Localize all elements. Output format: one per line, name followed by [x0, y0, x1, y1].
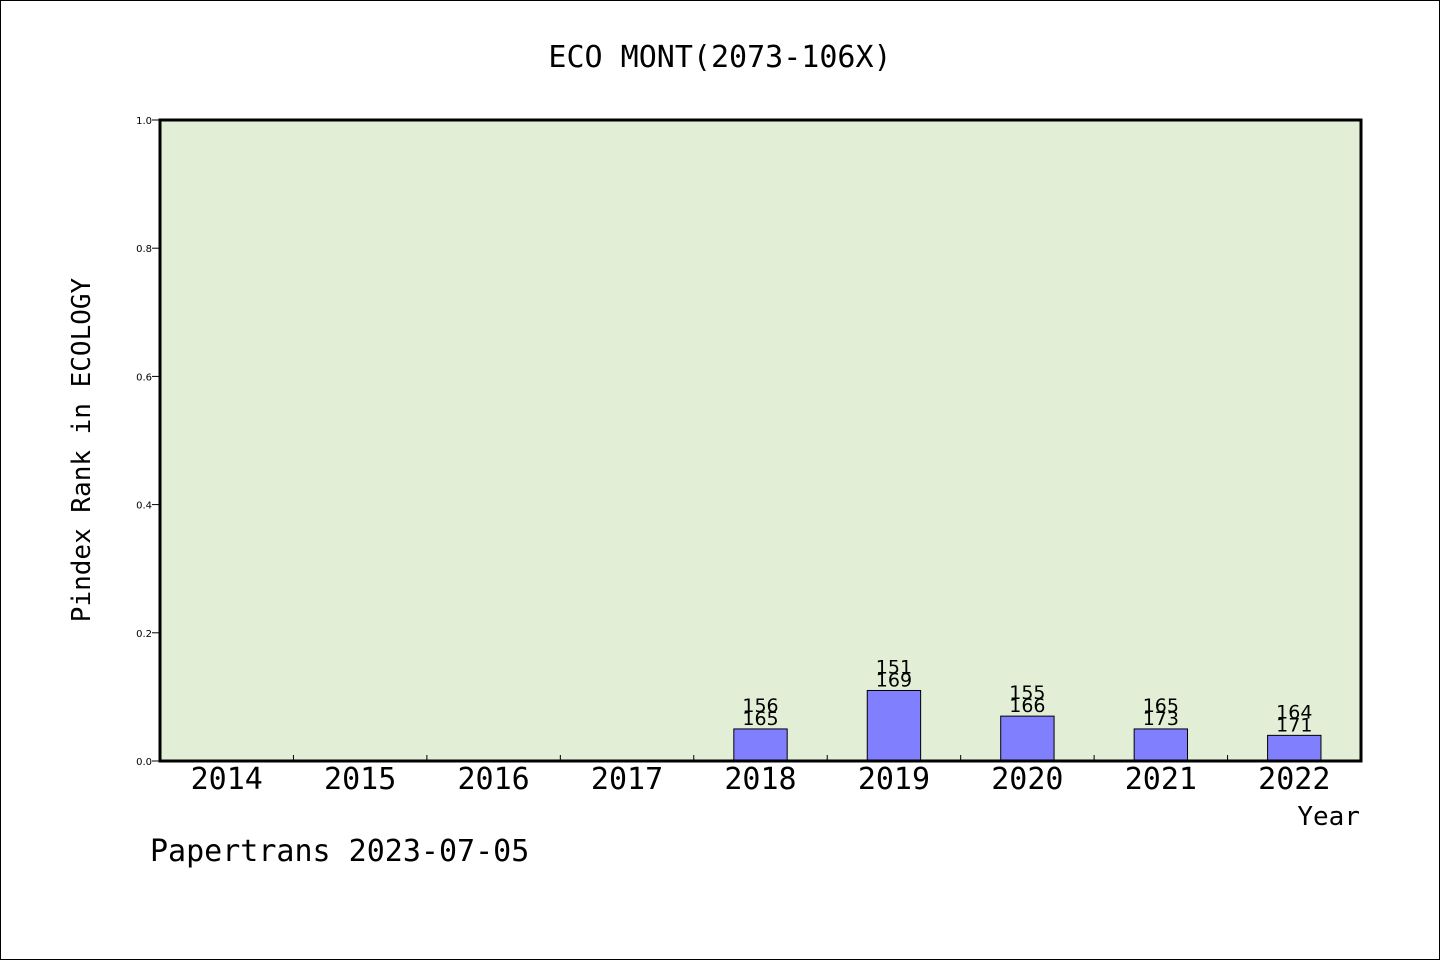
plot-area — [158, 118, 1363, 763]
y-tick-label: 0.4 — [136, 501, 152, 512]
y-tick-label: 0.2 — [136, 629, 152, 640]
y-tick-label: 0.0 — [136, 757, 152, 768]
x-axis: 2014 2015 2016 2017 2018 2019 2020 2021 2022 — [191, 755, 1330, 797]
y-tick-label: 0.8 — [136, 244, 152, 255]
y-axis-label: Pindex Rank in ECOLOGY — [67, 277, 97, 622]
bar — [733, 728, 788, 762]
bar-label-bottom: 165 — [742, 708, 778, 730]
bar — [1133, 728, 1189, 762]
bar-label-bottom: 169 — [876, 669, 912, 691]
x-tick-label: 2017 — [591, 762, 663, 797]
bar-label-bottom: 171 — [1276, 714, 1312, 736]
bar — [866, 689, 922, 762]
bar — [1267, 734, 1322, 762]
x-axis-label: Year — [1297, 802, 1360, 832]
bar-label-bottom: 173 — [1143, 708, 1179, 730]
x-tick-label: 2016 — [457, 762, 529, 797]
footer-credit: Papertrans 2023-07-05 — [150, 834, 530, 869]
bar-label-bottom: 166 — [1009, 695, 1045, 717]
x-tick-label: 2020 — [991, 762, 1063, 797]
x-tick-label: 2015 — [324, 762, 396, 797]
chart-title: ECO MONT(2073-106X) — [548, 40, 891, 75]
y-axis: 0.0 0.2 0.4 0.6 0.8 1.0 — [136, 116, 160, 768]
bar-label-top: 156 — [742, 695, 778, 717]
bar — [1000, 715, 1055, 762]
bar-label-top: 151 — [876, 656, 912, 678]
x-tick-label: 2021 — [1125, 762, 1197, 797]
x-tick-label: 2022 — [1258, 762, 1330, 797]
bar-label-top: 165 — [1143, 695, 1179, 717]
x-tick-label: 2019 — [858, 762, 930, 797]
y-tick-label: 0.6 — [136, 372, 152, 383]
x-tick-label: 2018 — [724, 762, 796, 797]
plot-border — [158, 118, 1363, 763]
bar-label-top: 164 — [1276, 701, 1312, 723]
bar-label-top: 155 — [1009, 682, 1045, 704]
y-tick-label: 1.0 — [136, 116, 152, 127]
x-tick-label: 2014 — [191, 762, 263, 797]
